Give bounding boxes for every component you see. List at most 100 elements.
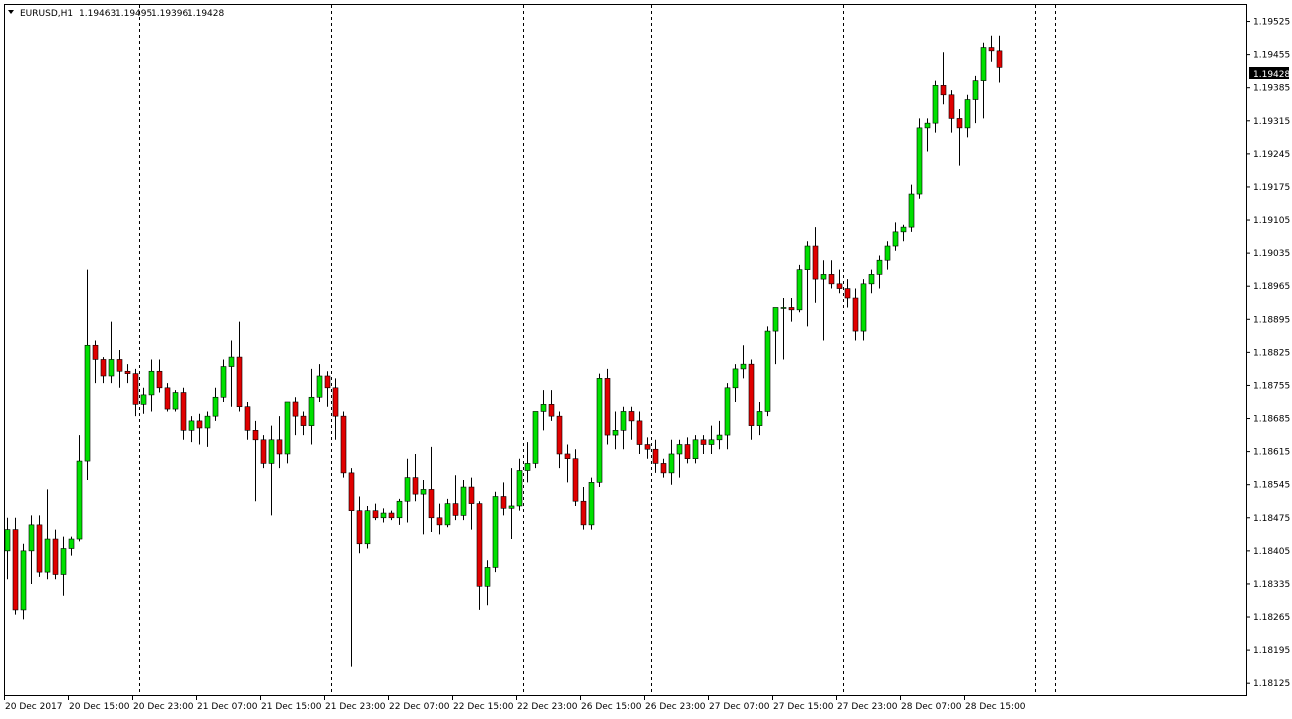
bear-candle-body <box>644 444 651 450</box>
time-tick-label: 27 Dec 23:00 <box>837 702 898 712</box>
candle <box>364 505 371 549</box>
time-tick-label: 28 Dec 07:00 <box>901 702 962 712</box>
candle <box>940 52 947 105</box>
bull-candle-body <box>268 439 275 464</box>
time-tick-label: 26 Dec 15:00 <box>581 702 642 712</box>
candle <box>484 560 491 606</box>
plot-frame <box>4 4 1247 696</box>
time-tick-label: 26 Dec 23:00 <box>645 702 706 712</box>
candle <box>908 184 915 232</box>
header-close: 1.19428 <box>187 9 224 19</box>
bear-candle-body <box>36 524 43 573</box>
candle <box>172 390 179 412</box>
chart-header[interactable]: EURUSD,H1 1.19463 1.19495 1.19396 1.1942… <box>8 9 224 19</box>
candle <box>788 298 795 322</box>
bear-candle-body <box>652 448 659 464</box>
bull-candle-body <box>772 307 779 332</box>
candle <box>708 425 715 454</box>
candle <box>668 439 675 485</box>
bear-candle-body <box>300 415 307 426</box>
candle <box>780 298 787 360</box>
triangle-down-icon[interactable] <box>8 10 14 14</box>
bull-candle-body <box>724 387 731 436</box>
candle <box>676 439 683 478</box>
candle <box>20 543 27 620</box>
bull-candle-body <box>484 567 491 587</box>
time-tick-label: 21 Dec 07:00 <box>197 702 258 712</box>
bear-candle-body <box>468 486 475 504</box>
bull-candle-body <box>612 430 619 436</box>
candle <box>628 406 635 440</box>
bull-candle-body <box>676 444 683 455</box>
bear-candle-body <box>340 415 347 474</box>
candle <box>644 437 651 459</box>
bull-candle-body <box>140 394 147 405</box>
bull-candle-body <box>804 245 811 270</box>
candle <box>428 446 435 532</box>
candle <box>60 536 67 596</box>
price-tick-label: 1.19245 <box>1253 150 1290 160</box>
candle <box>868 269 875 294</box>
bull-candle-body <box>964 99 971 129</box>
candle <box>740 345 747 379</box>
bear-candle-body <box>12 529 19 611</box>
bear-candle-body <box>844 288 851 299</box>
bull-candle-body <box>396 500 403 519</box>
price-tick-label: 1.18895 <box>1253 315 1290 325</box>
candle <box>876 255 883 289</box>
candle <box>572 449 579 506</box>
bear-candle-body <box>348 472 355 511</box>
bull-candle-body <box>588 482 595 526</box>
bear-candle-body <box>388 512 395 519</box>
candle <box>692 435 699 464</box>
bear-candle-body <box>276 439 283 455</box>
candle <box>548 390 555 421</box>
candle <box>916 118 923 199</box>
candle <box>516 458 523 511</box>
candles <box>4 35 1003 667</box>
bear-candle-body <box>476 503 483 587</box>
bull-candle-body <box>508 505 515 509</box>
bear-candle-body <box>556 415 563 455</box>
bull-candle-body <box>972 80 979 100</box>
time-tick-label: 28 Dec 15:00 <box>965 702 1026 712</box>
candle <box>884 241 891 270</box>
candle <box>44 489 51 580</box>
bear-candle-body <box>324 375 331 389</box>
bear-candle-body <box>812 245 819 280</box>
price-tick-label: 1.18125 <box>1253 679 1290 689</box>
candle <box>684 437 691 464</box>
bear-candle-body <box>836 283 843 289</box>
bull-candle-body <box>884 245 891 261</box>
bull-candle-body <box>932 85 939 124</box>
candle <box>460 479 467 521</box>
bull-candle-body <box>892 231 899 247</box>
bear-candle-body <box>788 307 795 311</box>
bear-candle-body <box>956 118 963 129</box>
bear-candle-body <box>356 510 363 545</box>
bull-candle-body <box>780 307 787 309</box>
candle <box>244 401 251 440</box>
candle <box>500 482 507 516</box>
candle <box>932 80 939 133</box>
bull-candle-body <box>492 496 499 568</box>
bull-candle-body <box>524 463 531 471</box>
candle <box>228 340 235 407</box>
candle <box>396 498 403 525</box>
header-high: 1.19495 <box>115 9 152 19</box>
time-tick-label: 27 Dec 07:00 <box>709 702 770 712</box>
candle <box>836 269 843 294</box>
bear-candle-body <box>564 453 571 459</box>
candle <box>164 383 171 412</box>
bear-candle-body <box>156 370 163 389</box>
bull-candle-body <box>596 378 603 483</box>
bull-candle-body <box>820 274 827 280</box>
time-tick-label: 20 Dec 23:00 <box>133 702 194 712</box>
candle <box>700 435 707 454</box>
candle <box>980 42 987 119</box>
bear-candle-body <box>828 274 835 285</box>
bull-candle-body <box>364 510 371 545</box>
bear-candle-body <box>164 387 171 410</box>
bear-candle-body <box>372 510 379 519</box>
